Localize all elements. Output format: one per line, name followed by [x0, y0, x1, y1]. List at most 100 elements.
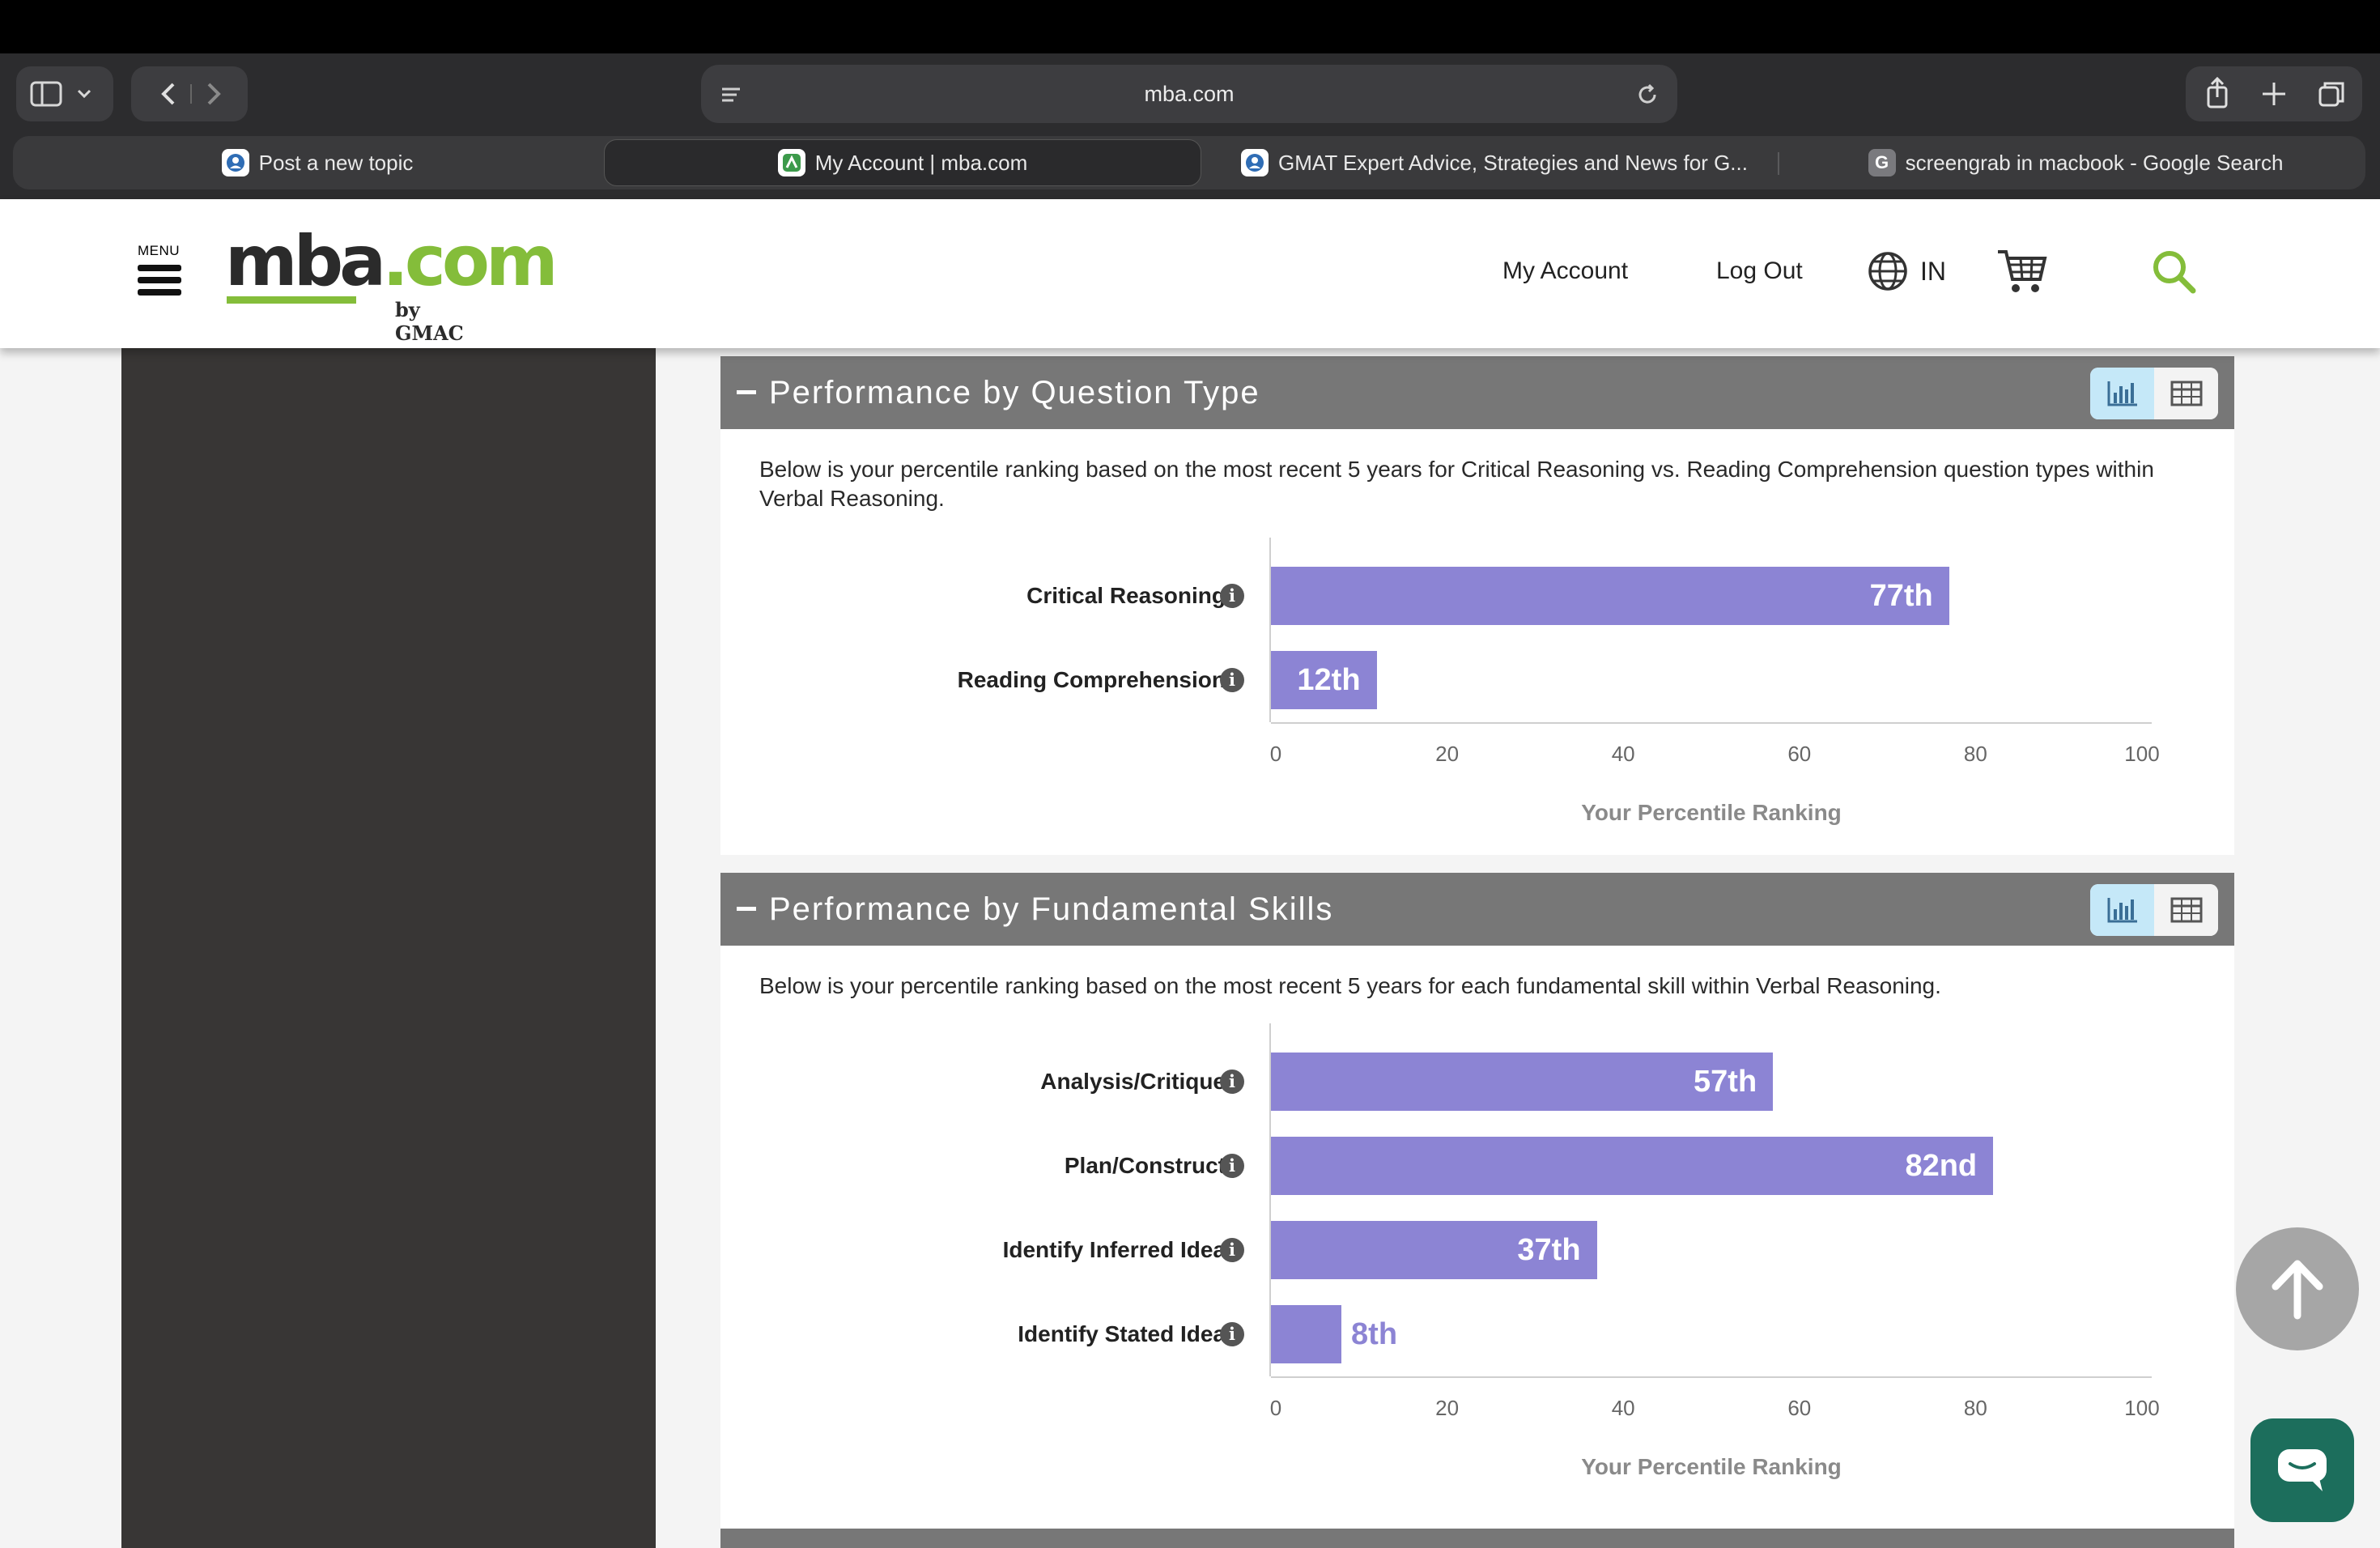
- x-tick-label: 80: [1963, 742, 1987, 766]
- tab-label: Post a new topic: [258, 150, 414, 175]
- x-tick-label: 40: [1611, 1396, 1635, 1420]
- reload-icon[interactable]: [1635, 83, 1660, 107]
- new-tab-icon[interactable]: [2263, 83, 2285, 105]
- mba-favicon-icon: [777, 149, 805, 176]
- bar-chart-icon: [2107, 898, 2137, 923]
- tab-label: screengrab in macbook - Google Search: [1905, 150, 2284, 175]
- section-title: Performance by Question Type: [769, 375, 1260, 410]
- scroll-to-top-button[interactable]: [2236, 1227, 2359, 1350]
- globe-icon: [1868, 252, 1907, 291]
- x-tick-label: 100: [2124, 742, 2160, 766]
- tab-label: GMAT Expert Advice, Strategies and News …: [1278, 150, 1748, 175]
- view-toggle: [2090, 884, 2218, 936]
- info-icon[interactable]: i: [1220, 584, 1244, 608]
- bar-chart-icon: [2107, 381, 2137, 406]
- bar: [1271, 1305, 1342, 1363]
- gmat-club-favicon-icon: [221, 149, 249, 176]
- search-icon: [2153, 251, 2196, 294]
- chat-button[interactable]: [2250, 1418, 2354, 1522]
- menu-label: MENU: [138, 243, 181, 258]
- section-title: Performance by Fundamental Skills: [769, 891, 1334, 927]
- section-description: Below is your percentile ranking based o…: [759, 973, 1941, 998]
- left-sidebar-panel: [121, 348, 656, 1548]
- tab-my-account[interactable]: My Account | mba.com: [604, 139, 1201, 186]
- info-icon[interactable]: i: [1220, 1322, 1244, 1346]
- bar-value-label: 37th: [1517, 1233, 1581, 1267]
- bar: [1271, 567, 1949, 625]
- category-label: Plan/Construct: [1064, 1153, 1226, 1178]
- x-tick-label: 80: [1963, 1396, 1987, 1420]
- table-icon: [2170, 897, 2202, 923]
- chart-view-button[interactable]: [2090, 884, 2154, 936]
- next-section-header: [720, 1529, 2234, 1548]
- section-fundamental-skills: Performance by Fundamental Skills Below …: [720, 873, 2234, 1529]
- table-view-button[interactable]: [2154, 884, 2218, 936]
- browser-chrome: mba.com Post a: [0, 53, 2380, 199]
- menu-button[interactable]: MENU: [138, 243, 186, 296]
- forward-icon[interactable]: [207, 83, 221, 105]
- x-axis-line: [1271, 1376, 2152, 1378]
- hamburger-icon: [138, 265, 186, 296]
- info-icon[interactable]: i: [1220, 1154, 1244, 1178]
- x-tick-label: 60: [1787, 1396, 1812, 1420]
- info-icon[interactable]: i: [1220, 1070, 1244, 1094]
- tab-overview-icon[interactable]: [2318, 82, 2344, 107]
- logo-by-text: by GMAC: [395, 298, 464, 345]
- section-description: Below is your percentile ranking based o…: [759, 457, 2154, 511]
- section-header: Performance by Fundamental Skills: [720, 873, 2234, 946]
- shopping-cart-icon: [1998, 250, 2047, 292]
- bar-value-label: 57th: [1694, 1065, 1757, 1099]
- x-tick-label: 0: [1269, 1396, 1282, 1420]
- tab-post-new-topic[interactable]: Post a new topic: [23, 139, 612, 186]
- info-icon[interactable]: i: [1220, 1238, 1244, 1262]
- chart-view-button[interactable]: [2090, 368, 2154, 419]
- bar: [1271, 1053, 1774, 1111]
- back-icon[interactable]: [161, 83, 175, 105]
- bar-value-label: 12th: [1297, 663, 1361, 697]
- bar: [1271, 1137, 1994, 1195]
- table-icon: [2170, 381, 2202, 406]
- cart-button[interactable]: [1996, 243, 2048, 300]
- collapse-icon[interactable]: [737, 390, 756, 394]
- address-bar[interactable]: mba.com: [701, 65, 1677, 123]
- chat-bubble-icon: [2278, 1449, 2327, 1491]
- logo-dotcom-text: .com: [382, 221, 558, 302]
- x-tick-label: 60: [1787, 742, 1812, 766]
- category-label: Reading Comprehension: [957, 667, 1226, 692]
- tab-label: My Account | mba.com: [814, 150, 1028, 175]
- x-tick-label: 20: [1435, 1396, 1460, 1420]
- table-view-button[interactable]: [2154, 368, 2218, 419]
- region-selector[interactable]: IN: [1867, 243, 1946, 300]
- window-actions: [2186, 66, 2362, 121]
- google-favicon-icon: G: [1868, 149, 1896, 176]
- info-icon[interactable]: i: [1220, 668, 1244, 692]
- share-icon[interactable]: [2207, 76, 2228, 108]
- bar-value-label: 77th: [1869, 579, 1933, 613]
- y-axis-line: [1269, 1023, 1271, 1376]
- tab-gmat-expert-advice[interactable]: GMAT Expert Advice, Strategies and News …: [1208, 139, 1781, 186]
- sidebar-toggle-button[interactable]: [16, 66, 113, 121]
- url-text[interactable]: mba.com: [1144, 82, 1235, 106]
- reader-menu-icon[interactable]: [719, 83, 743, 107]
- tab-bar: Post a new topic My Account | mba.com GM…: [13, 136, 2365, 189]
- mba-logo[interactable]: mba.com by GMAC: [225, 225, 559, 345]
- category-label: Critical Reasoning: [1026, 583, 1226, 608]
- tab-google-search[interactable]: G screengrab in macbook - Google Search: [1786, 139, 2365, 186]
- section-header: Performance by Question Type: [720, 356, 2234, 429]
- logo-main-text: mba: [225, 221, 386, 302]
- collapse-icon[interactable]: [737, 907, 756, 911]
- gmat-club-favicon-icon: [1241, 149, 1269, 176]
- search-button[interactable]: [2150, 243, 2197, 300]
- section-question-type: Performance by Question Type Below is yo…: [720, 356, 2234, 855]
- site-header: MENU mba.com by GMAC My Account Log Out …: [0, 199, 2380, 348]
- x-tick-label: 40: [1611, 742, 1635, 766]
- y-axis-line: [1269, 538, 1271, 722]
- category-label: Identify Inferred Idea: [1002, 1237, 1226, 1262]
- system-menubar: [0, 0, 2380, 53]
- my-account-link[interactable]: My Account: [1502, 257, 1629, 284]
- bar-value-label: 8th: [1351, 1317, 1398, 1351]
- x-tick-label: 0: [1269, 742, 1282, 766]
- bar: [1271, 1221, 1597, 1279]
- category-label: Identify Stated Idea: [1018, 1321, 1226, 1346]
- log-out-link[interactable]: Log Out: [1716, 257, 1803, 284]
